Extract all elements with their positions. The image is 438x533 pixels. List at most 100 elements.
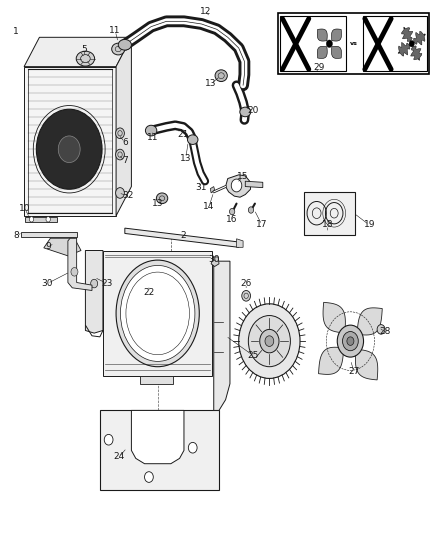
Text: 11: 11	[147, 133, 158, 142]
Polygon shape	[332, 46, 342, 59]
Text: 27: 27	[348, 367, 360, 376]
Text: 28: 28	[380, 327, 391, 336]
Ellipse shape	[120, 265, 195, 361]
Polygon shape	[237, 239, 243, 247]
Text: 29: 29	[313, 63, 325, 72]
Circle shape	[347, 337, 354, 345]
Polygon shape	[44, 238, 81, 256]
Text: 18: 18	[322, 221, 333, 229]
Text: 15: 15	[237, 173, 248, 181]
Text: 2: 2	[180, 231, 186, 240]
Circle shape	[188, 442, 197, 453]
Ellipse shape	[112, 43, 125, 55]
Circle shape	[71, 268, 78, 276]
Ellipse shape	[118, 39, 131, 50]
Circle shape	[326, 40, 332, 47]
Text: 25: 25	[247, 351, 259, 360]
Text: 8: 8	[14, 231, 20, 240]
Circle shape	[29, 216, 34, 222]
Polygon shape	[323, 302, 346, 333]
Text: 30: 30	[208, 255, 219, 264]
Text: 14: 14	[203, 203, 215, 211]
Text: 10: 10	[19, 205, 31, 213]
Circle shape	[239, 304, 300, 378]
Polygon shape	[304, 192, 355, 235]
Polygon shape	[357, 308, 382, 335]
Text: 13: 13	[152, 199, 163, 208]
Circle shape	[248, 207, 254, 213]
Polygon shape	[125, 228, 239, 247]
Text: 11: 11	[110, 27, 121, 35]
Text: 6: 6	[122, 138, 128, 147]
Circle shape	[116, 149, 124, 160]
Ellipse shape	[145, 125, 157, 136]
Polygon shape	[210, 187, 215, 193]
Circle shape	[230, 208, 235, 215]
Text: 21: 21	[177, 130, 189, 139]
Polygon shape	[318, 347, 344, 374]
Text: 9: 9	[45, 242, 51, 251]
Ellipse shape	[215, 70, 227, 82]
Circle shape	[242, 290, 251, 301]
Circle shape	[58, 136, 80, 163]
Polygon shape	[413, 31, 425, 45]
Text: 26: 26	[240, 279, 252, 288]
Text: vs: vs	[350, 41, 358, 46]
Text: 23: 23	[101, 279, 113, 288]
Polygon shape	[245, 181, 263, 188]
Circle shape	[116, 128, 124, 139]
Text: 5: 5	[81, 45, 88, 53]
Polygon shape	[25, 217, 57, 222]
Polygon shape	[24, 67, 116, 216]
Polygon shape	[226, 175, 251, 197]
Circle shape	[260, 329, 279, 353]
Polygon shape	[317, 29, 327, 41]
Polygon shape	[131, 410, 184, 464]
Text: 32: 32	[122, 191, 134, 200]
Polygon shape	[24, 37, 131, 67]
Polygon shape	[100, 410, 219, 490]
Circle shape	[36, 109, 102, 189]
Ellipse shape	[76, 51, 95, 66]
Text: 12: 12	[200, 7, 212, 16]
Polygon shape	[68, 238, 92, 290]
Polygon shape	[85, 251, 103, 333]
Circle shape	[409, 41, 414, 47]
Circle shape	[377, 325, 385, 334]
Polygon shape	[402, 27, 413, 42]
Text: 31: 31	[195, 183, 207, 192]
Circle shape	[337, 325, 364, 357]
Circle shape	[231, 179, 242, 192]
Polygon shape	[103, 251, 212, 376]
Polygon shape	[317, 46, 327, 59]
Text: 16: 16	[226, 215, 238, 224]
Ellipse shape	[240, 107, 251, 117]
Text: 24: 24	[113, 453, 125, 461]
Text: 7: 7	[122, 157, 128, 165]
Ellipse shape	[116, 260, 199, 367]
Polygon shape	[411, 46, 422, 60]
Text: 17: 17	[256, 221, 268, 229]
Circle shape	[104, 434, 113, 445]
Text: 13: 13	[205, 79, 217, 88]
Polygon shape	[116, 37, 131, 216]
Polygon shape	[278, 13, 429, 74]
Circle shape	[145, 472, 153, 482]
Text: 19: 19	[364, 221, 375, 229]
Circle shape	[116, 188, 124, 198]
Polygon shape	[398, 43, 410, 56]
Ellipse shape	[187, 135, 198, 144]
Circle shape	[343, 332, 358, 351]
Polygon shape	[211, 257, 219, 266]
Polygon shape	[21, 232, 77, 237]
Ellipse shape	[156, 193, 168, 204]
Text: 20: 20	[247, 107, 259, 115]
Polygon shape	[332, 29, 342, 41]
Circle shape	[265, 336, 274, 346]
Text: 13: 13	[180, 154, 191, 163]
Circle shape	[46, 216, 50, 222]
Circle shape	[91, 279, 98, 288]
Polygon shape	[140, 376, 173, 384]
Text: 1: 1	[12, 28, 18, 36]
Circle shape	[248, 316, 290, 367]
